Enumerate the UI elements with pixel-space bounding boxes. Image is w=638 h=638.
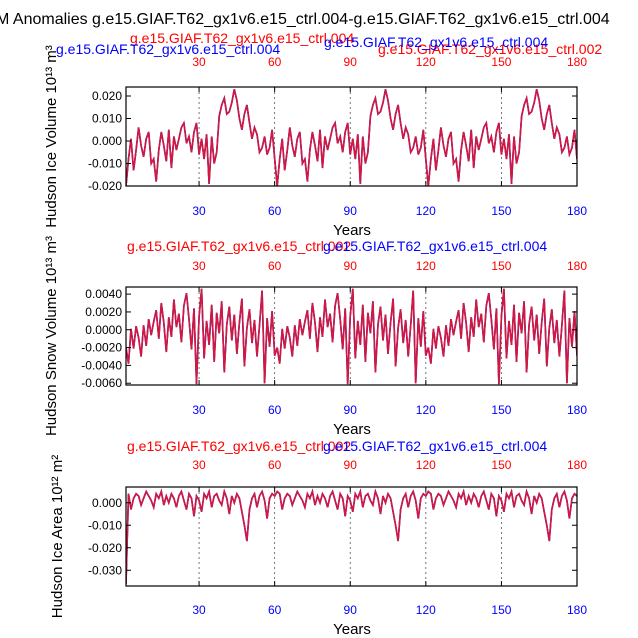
y-tick-label: -0.020 <box>88 179 122 193</box>
panel-title-blue: g.e15.GIAF.T62_gx1v6.e15_ctrl.004 <box>323 438 547 454</box>
y-tick-label: -0.0060 <box>81 376 122 390</box>
x-tick-label-top: 180 <box>567 55 587 69</box>
plot-frame <box>125 286 578 386</box>
x-tick-label-bottom: 60 <box>268 204 282 218</box>
series-line-red <box>126 488 577 584</box>
x-tick-label-bottom: 120 <box>416 403 436 417</box>
x-tick-label-top: 60 <box>268 55 282 69</box>
x-tick-label-bottom: 150 <box>491 403 511 417</box>
x-tick-label-top: 90 <box>344 458 358 472</box>
y-tick-label: 0.0000 <box>85 323 122 337</box>
y-tick-label: 0.0020 <box>85 305 122 319</box>
panel-snow-volume: g.e15.GIAF.T62_gx1v6.e15_ctrl.002g.e15.G… <box>43 236 587 438</box>
x-tick-label-bottom: 30 <box>192 603 206 617</box>
series-line-red <box>126 89 577 186</box>
x-tick-label-bottom: 30 <box>192 204 206 218</box>
x-tick-label-bottom: 150 <box>491 603 511 617</box>
x-tick-label-bottom: 120 <box>416 603 436 617</box>
panel-title-red: g.e15.GIAF.T62_gx1v6.e15_ctrl.002 <box>127 438 351 454</box>
panel-subtitle-red-right: g.e15.GIAF.T62_gx1v6.e15_ctrl.002 <box>378 41 602 57</box>
y-tick-label: 0.010 <box>92 112 122 126</box>
plot-frame <box>125 86 578 187</box>
x-tick-label-top: 180 <box>567 458 587 472</box>
panel-title-red: g.e15.GIAF.T62_gx1v6.e15_ctrl.004 <box>130 30 354 46</box>
panel-title-blue: g.e15.GIAF.T62_gx1v6.e15_ctrl.004 <box>323 238 547 254</box>
x-tick-label-top: 150 <box>491 259 511 273</box>
x-tick-label-top: 150 <box>491 55 511 69</box>
y-tick-label: 0.020 <box>92 89 122 103</box>
x-tick-label-top: 30 <box>192 55 206 69</box>
plot-frame <box>125 486 578 587</box>
panel-title-red: g.e15.GIAF.T62_gx1v6.e15_ctrl.002 <box>127 238 351 254</box>
x-tick-label-bottom: 120 <box>416 204 436 218</box>
y-tick-label: 0.0040 <box>85 287 122 301</box>
x-tick-label-top: 30 <box>192 458 206 472</box>
x-tick-label-bottom: 150 <box>491 204 511 218</box>
y-axis-label: Hudson Snow Volume 10¹³ m³ <box>43 236 60 436</box>
x-tick-label-bottom: 30 <box>192 403 206 417</box>
x-tick-label-top: 120 <box>416 259 436 273</box>
x-tick-label-top: 90 <box>344 55 358 69</box>
figure-title: M Anomalies g.e15.GIAF.T62_gx1v6.e15_ctr… <box>0 11 610 28</box>
x-tick-label-top: 30 <box>192 259 206 273</box>
y-tick-label: -0.030 <box>88 563 122 577</box>
y-axis-label: Hudson Ice Area 10¹² m² <box>49 455 66 618</box>
x-tick-label-bottom: 90 <box>344 603 358 617</box>
x-tick-label-bottom: 90 <box>344 403 358 417</box>
y-tick-label: 0.000 <box>92 134 122 148</box>
x-tick-label-top: 150 <box>491 458 511 472</box>
x-tick-label-bottom: 60 <box>268 403 282 417</box>
y-tick-label: -0.0020 <box>81 341 122 355</box>
x-axis-label: Years <box>333 222 371 239</box>
panel-ice-area: g.e15.GIAF.T62_gx1v6.e15_ctrl.002g.e15.G… <box>49 438 587 638</box>
x-tick-label-bottom: 60 <box>268 603 282 617</box>
x-tick-label-top: 90 <box>344 259 358 273</box>
y-tick-label: 0.000 <box>92 496 122 510</box>
panel-title-blue-right: g.e15.GIAF.T62_gx1v6.e15_ctrl.004 <box>324 34 548 50</box>
series-line-red <box>126 288 577 385</box>
panel-ice-volume: g.e15.GIAF.T62_gx1v6.e15_ctrl.004g.e15.G… <box>43 30 602 239</box>
x-tick-label-top: 180 <box>567 259 587 273</box>
x-tick-label-bottom: 90 <box>344 204 358 218</box>
x-axis-label: Years <box>333 421 371 438</box>
y-tick-label: -0.020 <box>88 541 122 555</box>
y-tick-label: -0.010 <box>88 157 122 171</box>
x-tick-label-bottom: 180 <box>567 204 587 218</box>
x-axis-label: Years <box>333 621 371 638</box>
y-tick-label: -0.010 <box>88 518 122 532</box>
x-tick-label-bottom: 180 <box>567 603 587 617</box>
y-tick-label: -0.0040 <box>81 358 122 372</box>
x-tick-label-top: 60 <box>268 259 282 273</box>
x-tick-label-top: 60 <box>268 458 282 472</box>
panel-title-blue-left: g.e15.GIAF.T62_gx1v6.e15_ctrl.004 <box>56 41 280 57</box>
x-tick-label-top: 120 <box>416 458 436 472</box>
y-axis-label: Hudson Ice Volume 10¹³ m³ <box>43 45 60 228</box>
x-tick-label-top: 120 <box>416 55 436 69</box>
x-tick-label-bottom: 180 <box>567 403 587 417</box>
